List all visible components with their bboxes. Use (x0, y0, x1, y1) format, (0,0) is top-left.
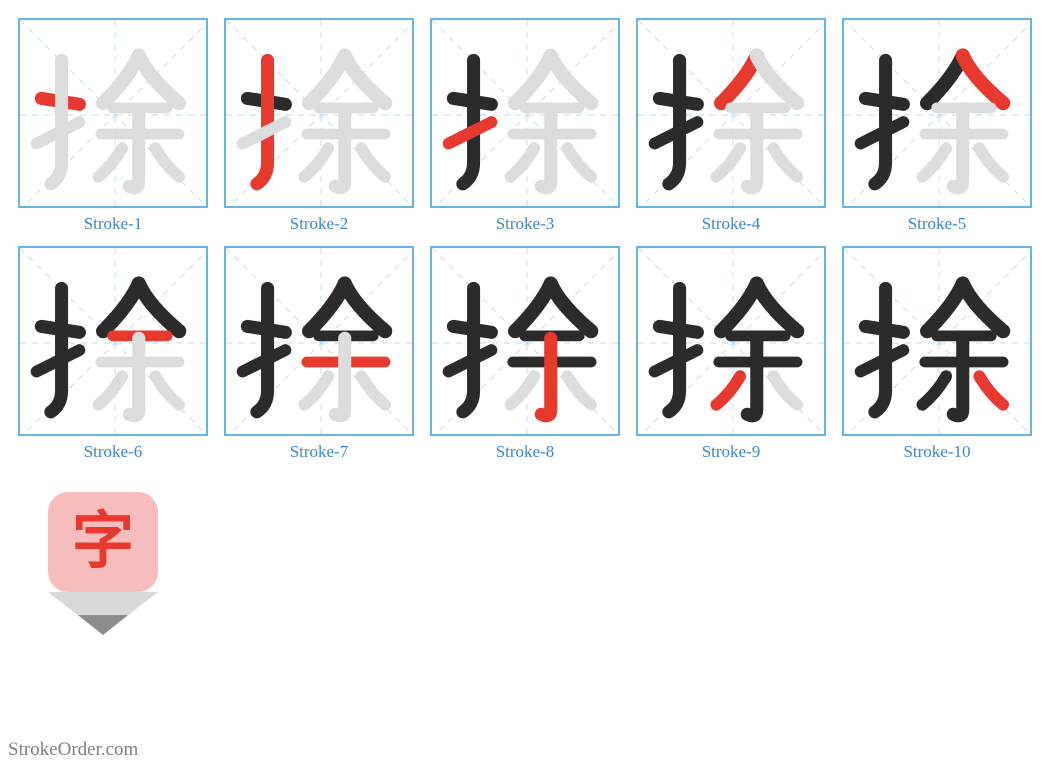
caption-7: Stroke-7 (224, 440, 414, 470)
caption-3: Stroke-3 (430, 212, 620, 242)
logo: 字 (38, 487, 168, 652)
caption-6: Stroke-6 (18, 440, 208, 470)
stroke-cell-7 (224, 246, 414, 436)
stroke-cell-6 (18, 246, 208, 436)
stroke-cell-8 (430, 246, 620, 436)
caption-4: Stroke-4 (636, 212, 826, 242)
caption-8: Stroke-8 (430, 440, 620, 470)
stroke-cell-3 (430, 18, 620, 208)
empty-cell (636, 474, 826, 664)
caption-2: Stroke-2 (224, 212, 414, 242)
stroke-cell-4 (636, 18, 826, 208)
caption-9: Stroke-9 (636, 440, 826, 470)
caption-10: Stroke-10 (842, 440, 1032, 470)
caption-1: Stroke-1 (18, 212, 208, 242)
empty-cell (430, 474, 620, 664)
stroke-cell-2 (224, 18, 414, 208)
empty-cell (224, 474, 414, 664)
stroke-cell-10 (842, 246, 1032, 436)
logo-cell: 字 (18, 474, 208, 664)
stroke-cell-1 (18, 18, 208, 208)
footer-text: StrokeOrder.com (8, 739, 138, 761)
caption-5: Stroke-5 (842, 212, 1032, 242)
stroke-cell-9 (636, 246, 826, 436)
stroke-grid: Stroke-1 Stroke-2 Stroke-3 Stroke-4 Stroke-5… (18, 18, 1032, 664)
empty-cell (842, 474, 1032, 664)
svg-text:字: 字 (72, 507, 134, 576)
stroke-cell-5 (842, 18, 1032, 208)
